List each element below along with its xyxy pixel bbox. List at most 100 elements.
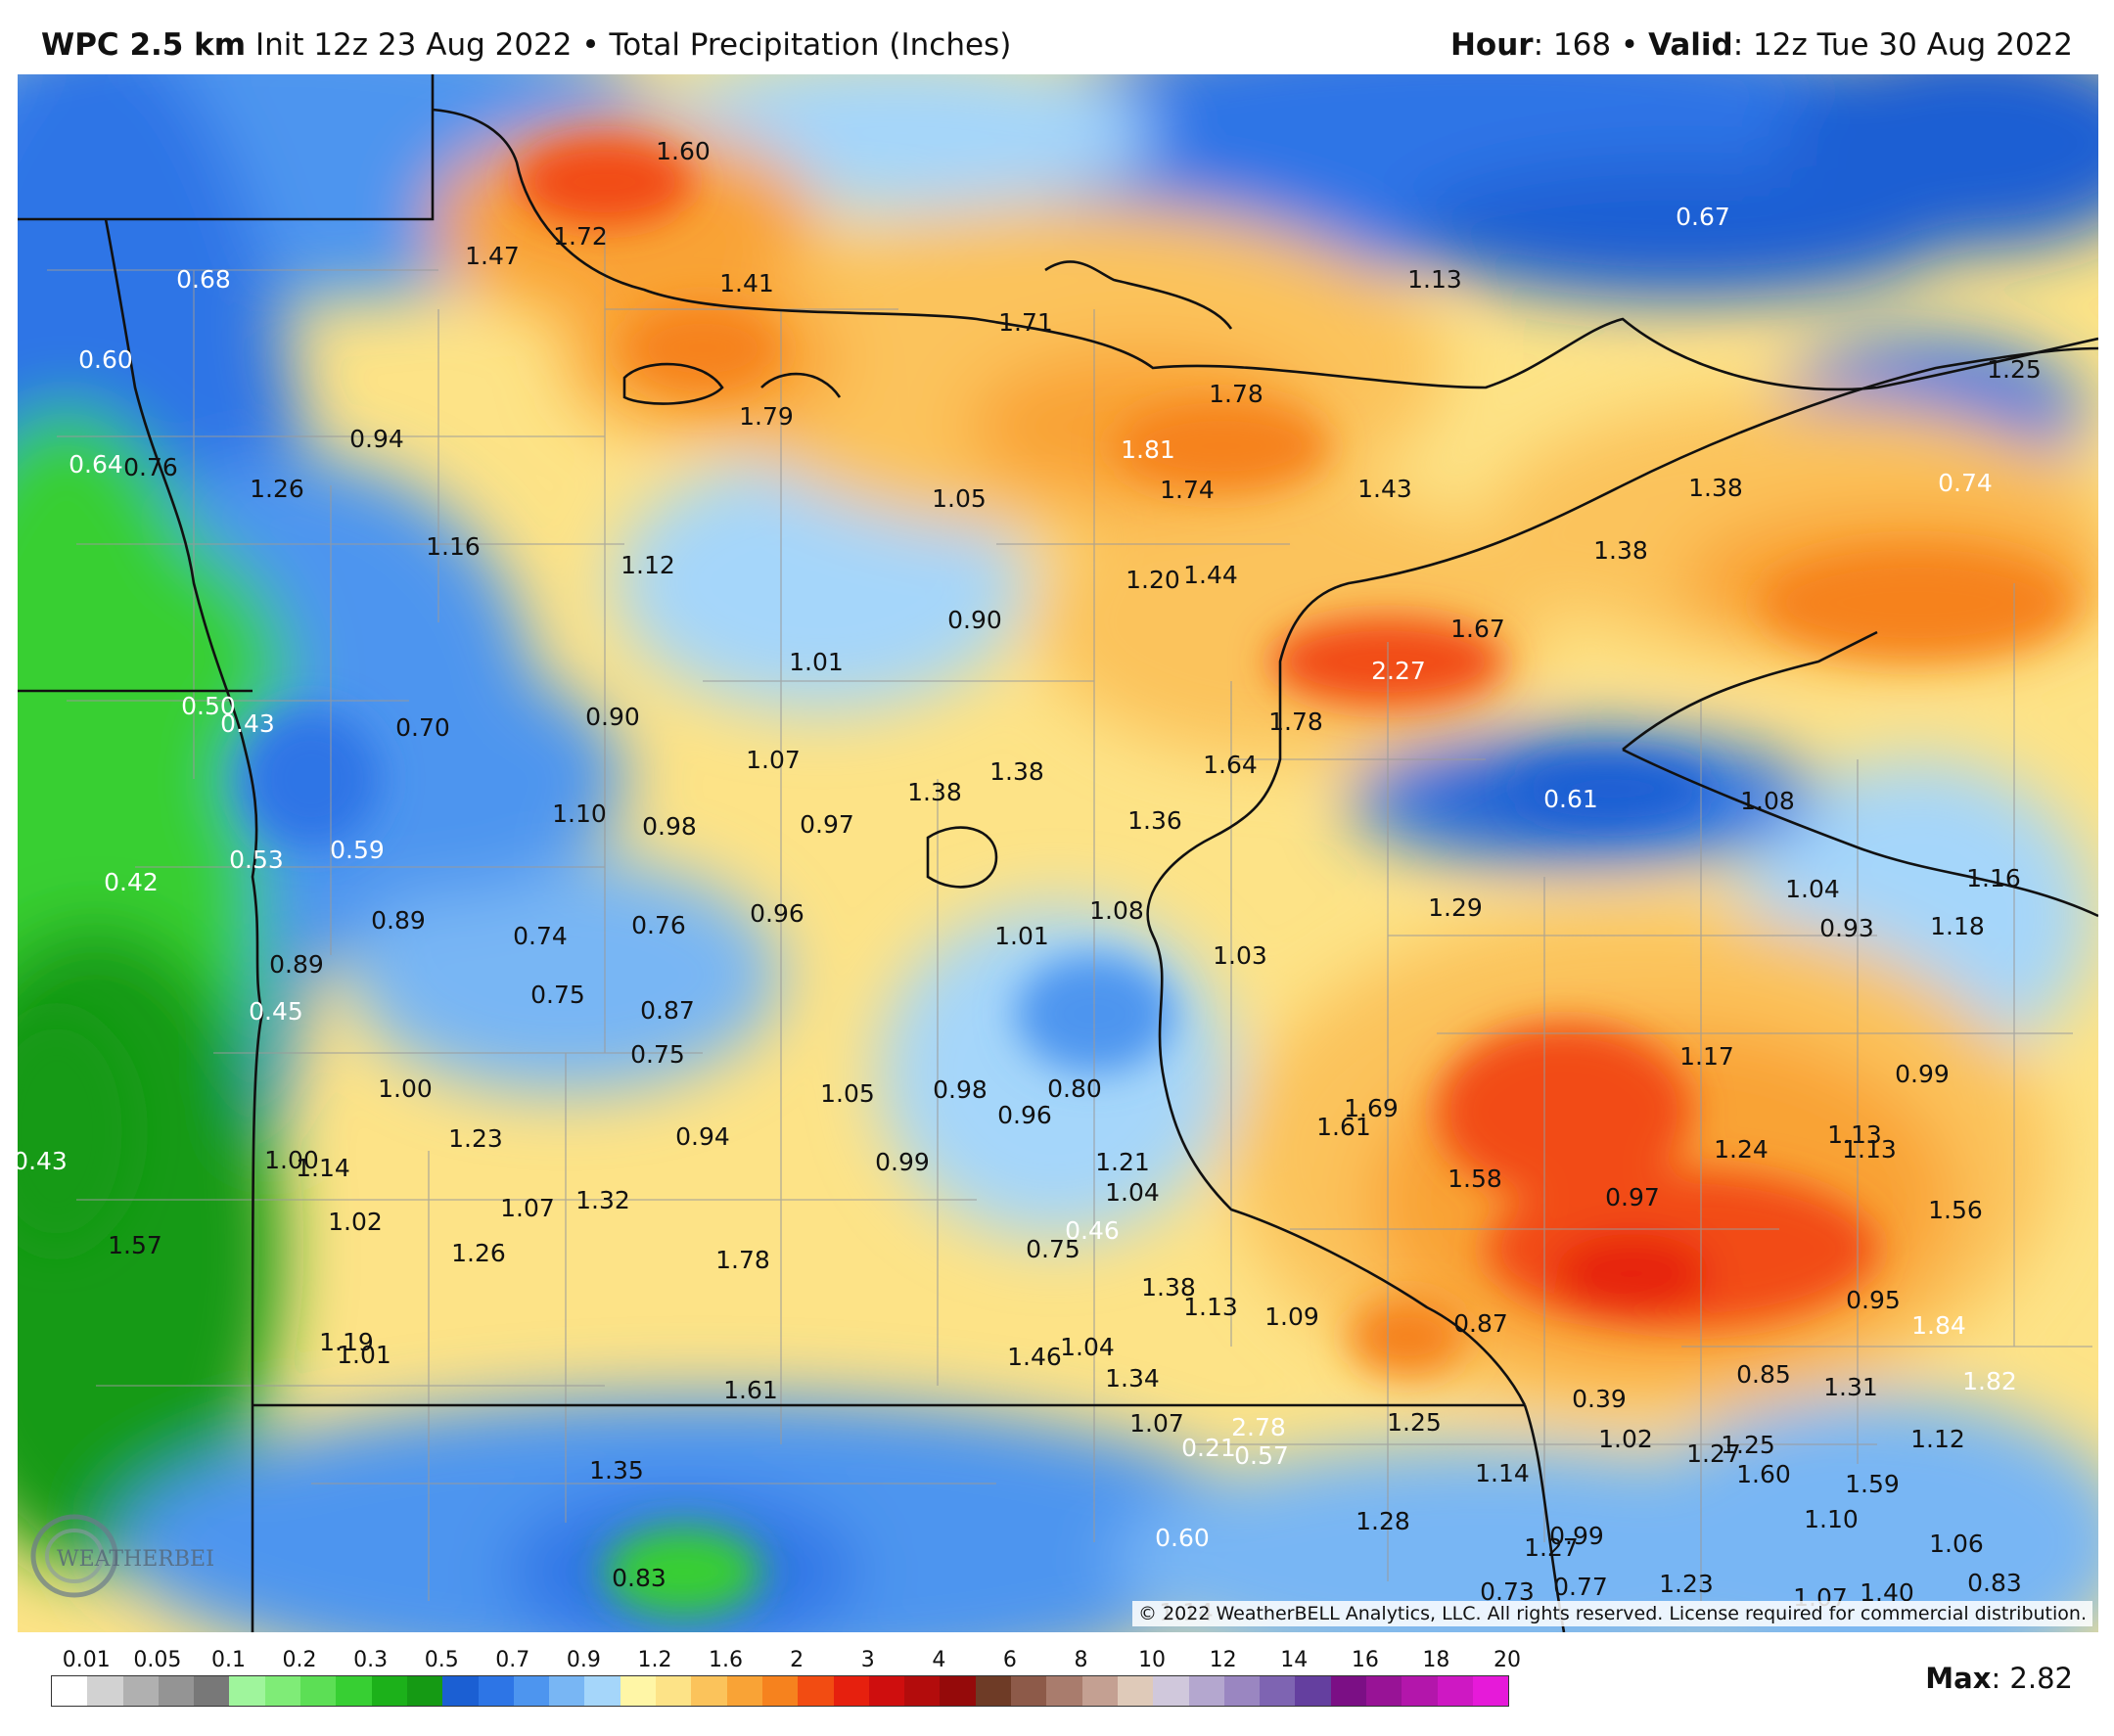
logo-mark: WEATHERBELL xyxy=(30,1514,235,1598)
precip-value-label: 1.78 xyxy=(715,1246,770,1274)
precip-value-label: 1.18 xyxy=(1930,912,1985,940)
precip-value-label: 1.71 xyxy=(998,308,1053,337)
precip-value-label: 0.98 xyxy=(642,812,697,841)
precip-value-label: 1.25 xyxy=(1387,1408,1442,1437)
precip-value-label: 1.25 xyxy=(1987,355,2042,384)
legend-swatch xyxy=(1081,1676,1118,1706)
precip-value-label: 1.44 xyxy=(1183,561,1238,589)
legend-swatch xyxy=(1365,1676,1402,1706)
precip-value-label: 1.38 xyxy=(1688,474,1743,502)
precip-value-label: 1.13 xyxy=(1407,265,1462,294)
product-name: Total Precipitation (Inches) xyxy=(609,27,1012,63)
precip-value-label: 0.76 xyxy=(631,911,686,939)
precip-value-label: 1.05 xyxy=(932,484,987,513)
lake-outline-center xyxy=(926,826,998,889)
precip-value-label: 0.98 xyxy=(933,1075,988,1104)
precip-value-label: 0.68 xyxy=(176,265,231,294)
legend-swatch xyxy=(833,1676,869,1706)
precip-value-label: 0.80 xyxy=(1047,1074,1102,1103)
legend-swatch xyxy=(122,1676,159,1706)
legend-swatch xyxy=(1437,1676,1473,1706)
precip-value-label: 0.74 xyxy=(513,922,568,950)
precip-value-label: 1.10 xyxy=(1804,1505,1859,1533)
weatherbell-logo: WEATHERBELL xyxy=(27,1507,235,1601)
precip-value-label: 0.94 xyxy=(349,425,404,453)
legend-swatch xyxy=(478,1676,514,1706)
value-labels: 1.60 1.72 1.47 1.41 1.71 0.67 1.13 0.68 0.60 0.94… xyxy=(18,137,2042,1626)
precipitation-map[interactable]: 1.60 1.72 1.47 1.41 1.71 0.67 1.13 0.68 0.60 0.94… xyxy=(18,74,2098,1632)
legend-tick-label: 8 xyxy=(1074,1648,1088,1672)
max-value-display: Max: 2.82 xyxy=(1925,1662,2073,1695)
legend-swatch xyxy=(1472,1676,1509,1706)
precip-value-label: 1.01 xyxy=(994,922,1049,950)
precip-value-label: 1.32 xyxy=(575,1186,630,1214)
precip-value-label: 0.43 xyxy=(220,709,275,738)
legend-swatch xyxy=(1295,1676,1331,1706)
precip-value-label: 0.97 xyxy=(800,810,854,839)
precip-value-label: 1.46 xyxy=(1007,1343,1062,1371)
max-value: : 2.82 xyxy=(1991,1662,2073,1695)
border-mn-sd xyxy=(251,1013,264,1632)
precip-value-label: 1.20 xyxy=(1126,566,1180,594)
precip-value-label: 1.67 xyxy=(1450,615,1505,643)
precip-value-label: 1.27 xyxy=(1686,1439,1741,1468)
precip-value-label: 1.61 xyxy=(723,1376,778,1404)
legend-tick-label: 0.05 xyxy=(133,1648,182,1672)
precip-value-label: 2.78 xyxy=(1231,1413,1286,1441)
precip-value-label: 1.26 xyxy=(250,475,304,503)
legend-swatch xyxy=(1117,1676,1154,1706)
legend-swatch xyxy=(868,1676,905,1706)
precip-value-label: 1.35 xyxy=(589,1456,644,1485)
hour-value: : 168 xyxy=(1533,27,1612,63)
precip-value-label: 1.16 xyxy=(426,532,481,561)
precip-value-label: 1.14 xyxy=(1475,1459,1530,1487)
precip-value-label: 1.01 xyxy=(337,1341,391,1369)
legend-tick-label: 0.3 xyxy=(353,1648,389,1672)
legend-swatch xyxy=(975,1676,1012,1706)
legend-tick-label: 12 xyxy=(1209,1648,1237,1672)
precip-value-label: 0.67 xyxy=(1676,203,1730,231)
precip-value-label: 1.02 xyxy=(1598,1425,1653,1453)
precip-value-label: 1.06 xyxy=(1929,1530,1984,1558)
precip-value-label: 1.12 xyxy=(1910,1425,1965,1453)
precip-value-label: 1.02 xyxy=(328,1208,383,1236)
legend-swatch xyxy=(940,1676,976,1706)
precip-value-label: 0.60 xyxy=(78,345,133,374)
lake-of-woods-shore xyxy=(1044,260,1233,330)
precip-value-label: 0.59 xyxy=(330,836,385,864)
border-red-river xyxy=(104,218,264,1015)
header-valid-time: Hour: 168 • Valid: 12z Tue 30 Aug 2022 xyxy=(1450,27,2073,63)
precip-value-label: 0.39 xyxy=(1572,1385,1627,1413)
legend-tick-label: 0.9 xyxy=(566,1648,601,1672)
legend-swatch xyxy=(87,1676,123,1706)
legend-tick-label: 4 xyxy=(932,1648,946,1672)
legend-swatch xyxy=(442,1676,479,1706)
legend-tick-label: 0.7 xyxy=(495,1648,530,1672)
legend-swatch xyxy=(158,1676,195,1706)
precip-value-label: 0.89 xyxy=(269,950,324,979)
valid-value: : 12z Tue 30 Aug 2022 xyxy=(1732,27,2073,63)
precip-value-label: 1.07 xyxy=(746,746,801,774)
precip-value-label: 1.00 xyxy=(378,1074,433,1103)
precip-value-label: 0.94 xyxy=(675,1122,730,1151)
precip-value-label: 1.07 xyxy=(1129,1409,1184,1438)
precip-value-label: 1.58 xyxy=(1448,1165,1502,1193)
precip-value-label: 1.29 xyxy=(1428,893,1483,922)
legend-tick-label: 16 xyxy=(1351,1648,1379,1672)
precip-value-label: 1.34 xyxy=(1105,1364,1160,1393)
precip-value-label: 0.57 xyxy=(1234,1441,1289,1470)
precip-value-label: 0.64 xyxy=(69,450,123,479)
precip-value-label: 1.78 xyxy=(1268,708,1323,736)
precip-value-label: 1.07 xyxy=(500,1194,555,1222)
border-wi-il xyxy=(1523,1404,1566,1632)
precip-value-label: 1.08 xyxy=(1089,896,1144,925)
precip-value-label: 0.90 xyxy=(947,606,1002,634)
legend-swatch xyxy=(52,1676,88,1706)
precip-value-label: 1.79 xyxy=(739,402,794,431)
legend-tick-label: 0.2 xyxy=(282,1648,317,1672)
legend-swatch xyxy=(1330,1676,1366,1706)
precip-value-label: 0.75 xyxy=(1026,1235,1080,1263)
precip-value-label: 0.90 xyxy=(585,703,640,731)
precip-value-label: 0.75 xyxy=(530,981,585,1009)
precip-value-label: 1.69 xyxy=(1344,1094,1399,1122)
